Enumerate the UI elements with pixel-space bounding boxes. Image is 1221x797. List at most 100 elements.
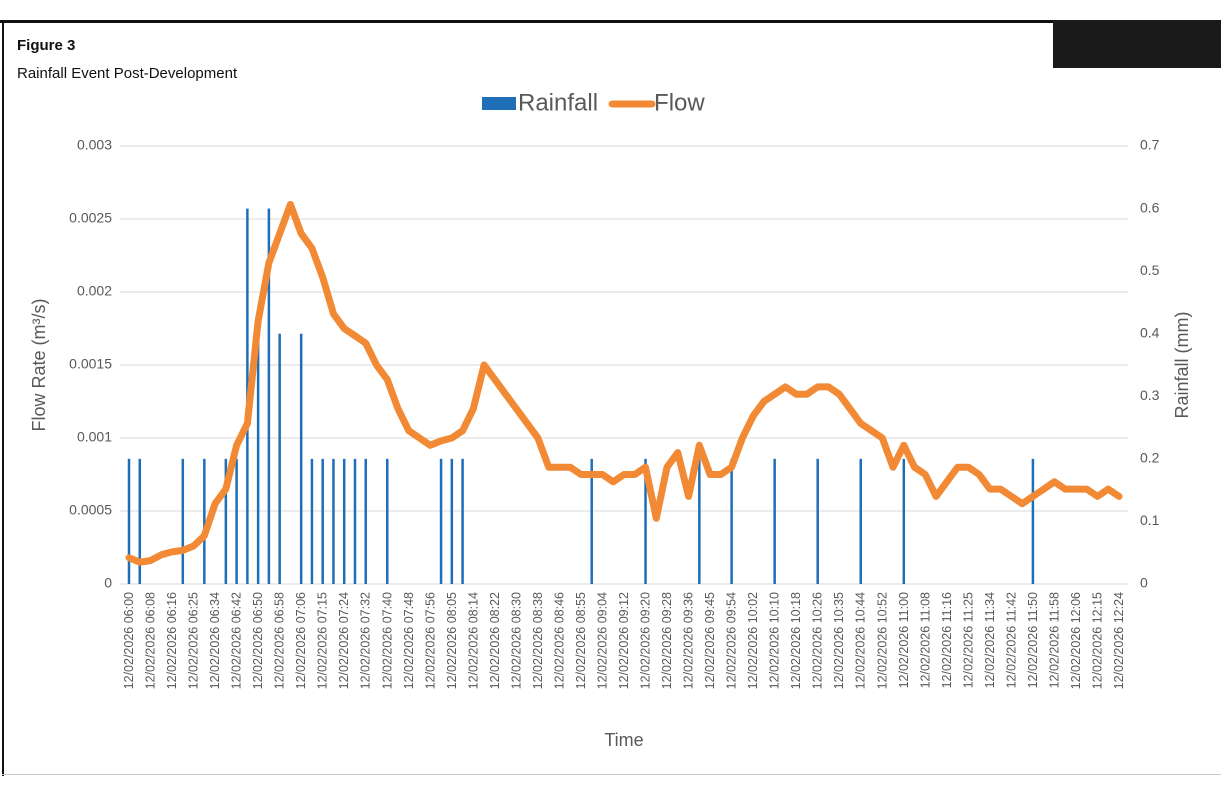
x-tick-label: 12/02/2026 07:24 [337, 592, 351, 689]
frame-bottom [2, 774, 1221, 775]
bar [859, 458, 862, 584]
x-tick-label: 12/02/2026 09:54 [725, 592, 739, 689]
x-tick-label: 12/02/2026 09:20 [639, 592, 653, 689]
y-axis-title: Flow Rate (m³/s) [29, 298, 49, 431]
x-tick-label: 12/02/2026 09:12 [617, 592, 631, 689]
bar [461, 458, 464, 584]
x-tick-label: 12/02/2026 11:25 [961, 592, 975, 688]
x-tick-label: 12/02/2026 08:14 [466, 592, 480, 689]
x-tick-label: 12/02/2026 11:00 [897, 592, 911, 688]
bar [450, 458, 454, 584]
y-tick-label: 0.0005 [69, 502, 112, 518]
x-tick-label: 12/02/2026 07:48 [402, 592, 416, 689]
x-tick-label: 12/02/2026 08:38 [531, 592, 545, 689]
x-tick-label: 12/02/2026 06:16 [165, 592, 179, 689]
x-tick-label: 12/02/2026 12:15 [1090, 592, 1104, 689]
x-tick-label: 12/02/2026 08:30 [509, 592, 523, 689]
x-tick-label: 12/02/2026 09:36 [682, 592, 696, 689]
bar [902, 458, 906, 584]
x-tick-label: 12/02/2026 09:28 [660, 592, 674, 689]
x-tick-label: 12/02/2026 10:35 [832, 592, 846, 689]
x-tick-label: 12/02/2026 08:46 [552, 592, 566, 689]
x-tick-label: 12/02/2026 07:15 [316, 592, 330, 689]
bar [386, 458, 389, 584]
x-tick-label: 12/02/2026 07:40 [380, 592, 394, 689]
bar [364, 458, 367, 584]
frame-block [1053, 20, 1221, 68]
figure-title: Figure 3 [17, 37, 75, 54]
x-tick-label: 12/02/2026 10:02 [746, 592, 760, 689]
x-tick-label: 12/02/2026 08:55 [574, 592, 588, 689]
y2-axis-title: Rainfall (mm) [1172, 311, 1192, 418]
bar [730, 458, 733, 584]
x-tick-label: 12/02/2026 11:16 [940, 592, 954, 688]
x-tick-label: 12/02/2026 10:18 [789, 592, 803, 689]
y2-tick-label: 0.3 [1140, 387, 1160, 403]
x-tick-label: 12/02/2026 10:26 [811, 592, 825, 689]
bar [698, 458, 701, 584]
y-tick-label: 0.002 [77, 283, 112, 299]
y-tick-label: 0.001 [77, 429, 112, 445]
bar [181, 458, 185, 584]
x-tick-label: 12/02/2026 11:42 [1004, 592, 1018, 688]
x-tick-label: 12/02/2026 09:04 [595, 592, 609, 689]
bar [310, 458, 314, 584]
x-tick-label: 12/02/2026 10:44 [854, 592, 868, 689]
x-tick-label: 12/02/2026 11:08 [918, 592, 932, 688]
x-tick-label: 12/02/2026 06:50 [251, 592, 265, 689]
bar [127, 458, 131, 584]
x-tick-label: 12/02/2026 07:56 [423, 592, 437, 689]
y2-tick-label: 0 [1140, 575, 1148, 591]
bar [299, 333, 303, 584]
legend-swatch [482, 97, 516, 110]
bar [256, 333, 260, 584]
x-tick-label: 12/02/2026 08:05 [445, 592, 459, 689]
flow-line [125, 200, 1123, 566]
y2-tick-label: 0.1 [1140, 512, 1160, 528]
x-tick-label: 12/02/2026 06:42 [230, 592, 244, 689]
frame-left [2, 20, 4, 776]
legend-label: Rainfall [518, 89, 598, 116]
bar [321, 458, 324, 584]
x-tick-label: 12/02/2026 11:50 [1026, 592, 1040, 688]
y2-tick-label: 0.7 [1140, 137, 1160, 153]
x-tick-label: 12/02/2026 09:45 [703, 592, 717, 689]
y-tick-label: 0 [104, 575, 112, 591]
x-tick-label: 12/02/2026 11:58 [1047, 592, 1061, 688]
y-tick-label: 0.0015 [69, 356, 112, 372]
bar [1031, 458, 1035, 584]
x-tick-label: 12/02/2026 06:58 [273, 592, 287, 689]
y2-tick-label: 0.6 [1140, 199, 1160, 215]
x-tick-label: 12/02/2026 12:06 [1069, 592, 1083, 689]
bar [773, 458, 776, 584]
x-tick-label: 12/02/2026 07:06 [294, 592, 308, 689]
x-tick-label: 12/02/2026 06:00 [122, 592, 136, 689]
bar [590, 458, 593, 584]
x-axis-title: Time [604, 730, 643, 750]
legend-label: Flow [654, 89, 705, 116]
y2-tick-label: 0.5 [1140, 262, 1160, 278]
bar [267, 208, 271, 585]
bar [224, 458, 228, 584]
bar [332, 458, 335, 584]
bar [353, 458, 357, 584]
figure-subtitle: Rainfall Event Post-Development [17, 65, 238, 82]
x-tick-label: 12/02/2026 10:10 [768, 592, 782, 689]
x-tick-label: 12/02/2026 12:24 [1112, 592, 1126, 689]
y-tick-label: 0.0025 [69, 210, 112, 226]
x-tick-label: 12/02/2026 08:22 [488, 592, 502, 689]
y-tick-label: 0.003 [77, 137, 112, 153]
x-tick-label: 12/02/2026 06:25 [187, 592, 201, 689]
x-tick-label: 12/02/2026 06:08 [144, 592, 158, 689]
frame-top [0, 20, 1221, 23]
bar [138, 458, 142, 584]
x-tick-label: 12/02/2026 06:34 [208, 592, 222, 689]
bar [203, 458, 206, 584]
bar [278, 333, 281, 584]
y2-tick-label: 0.2 [1140, 450, 1160, 466]
bar [816, 458, 819, 584]
x-tick-label: 12/02/2026 10:52 [875, 592, 889, 689]
x-tick-label: 12/02/2026 11:34 [983, 592, 997, 688]
bar [342, 458, 346, 584]
